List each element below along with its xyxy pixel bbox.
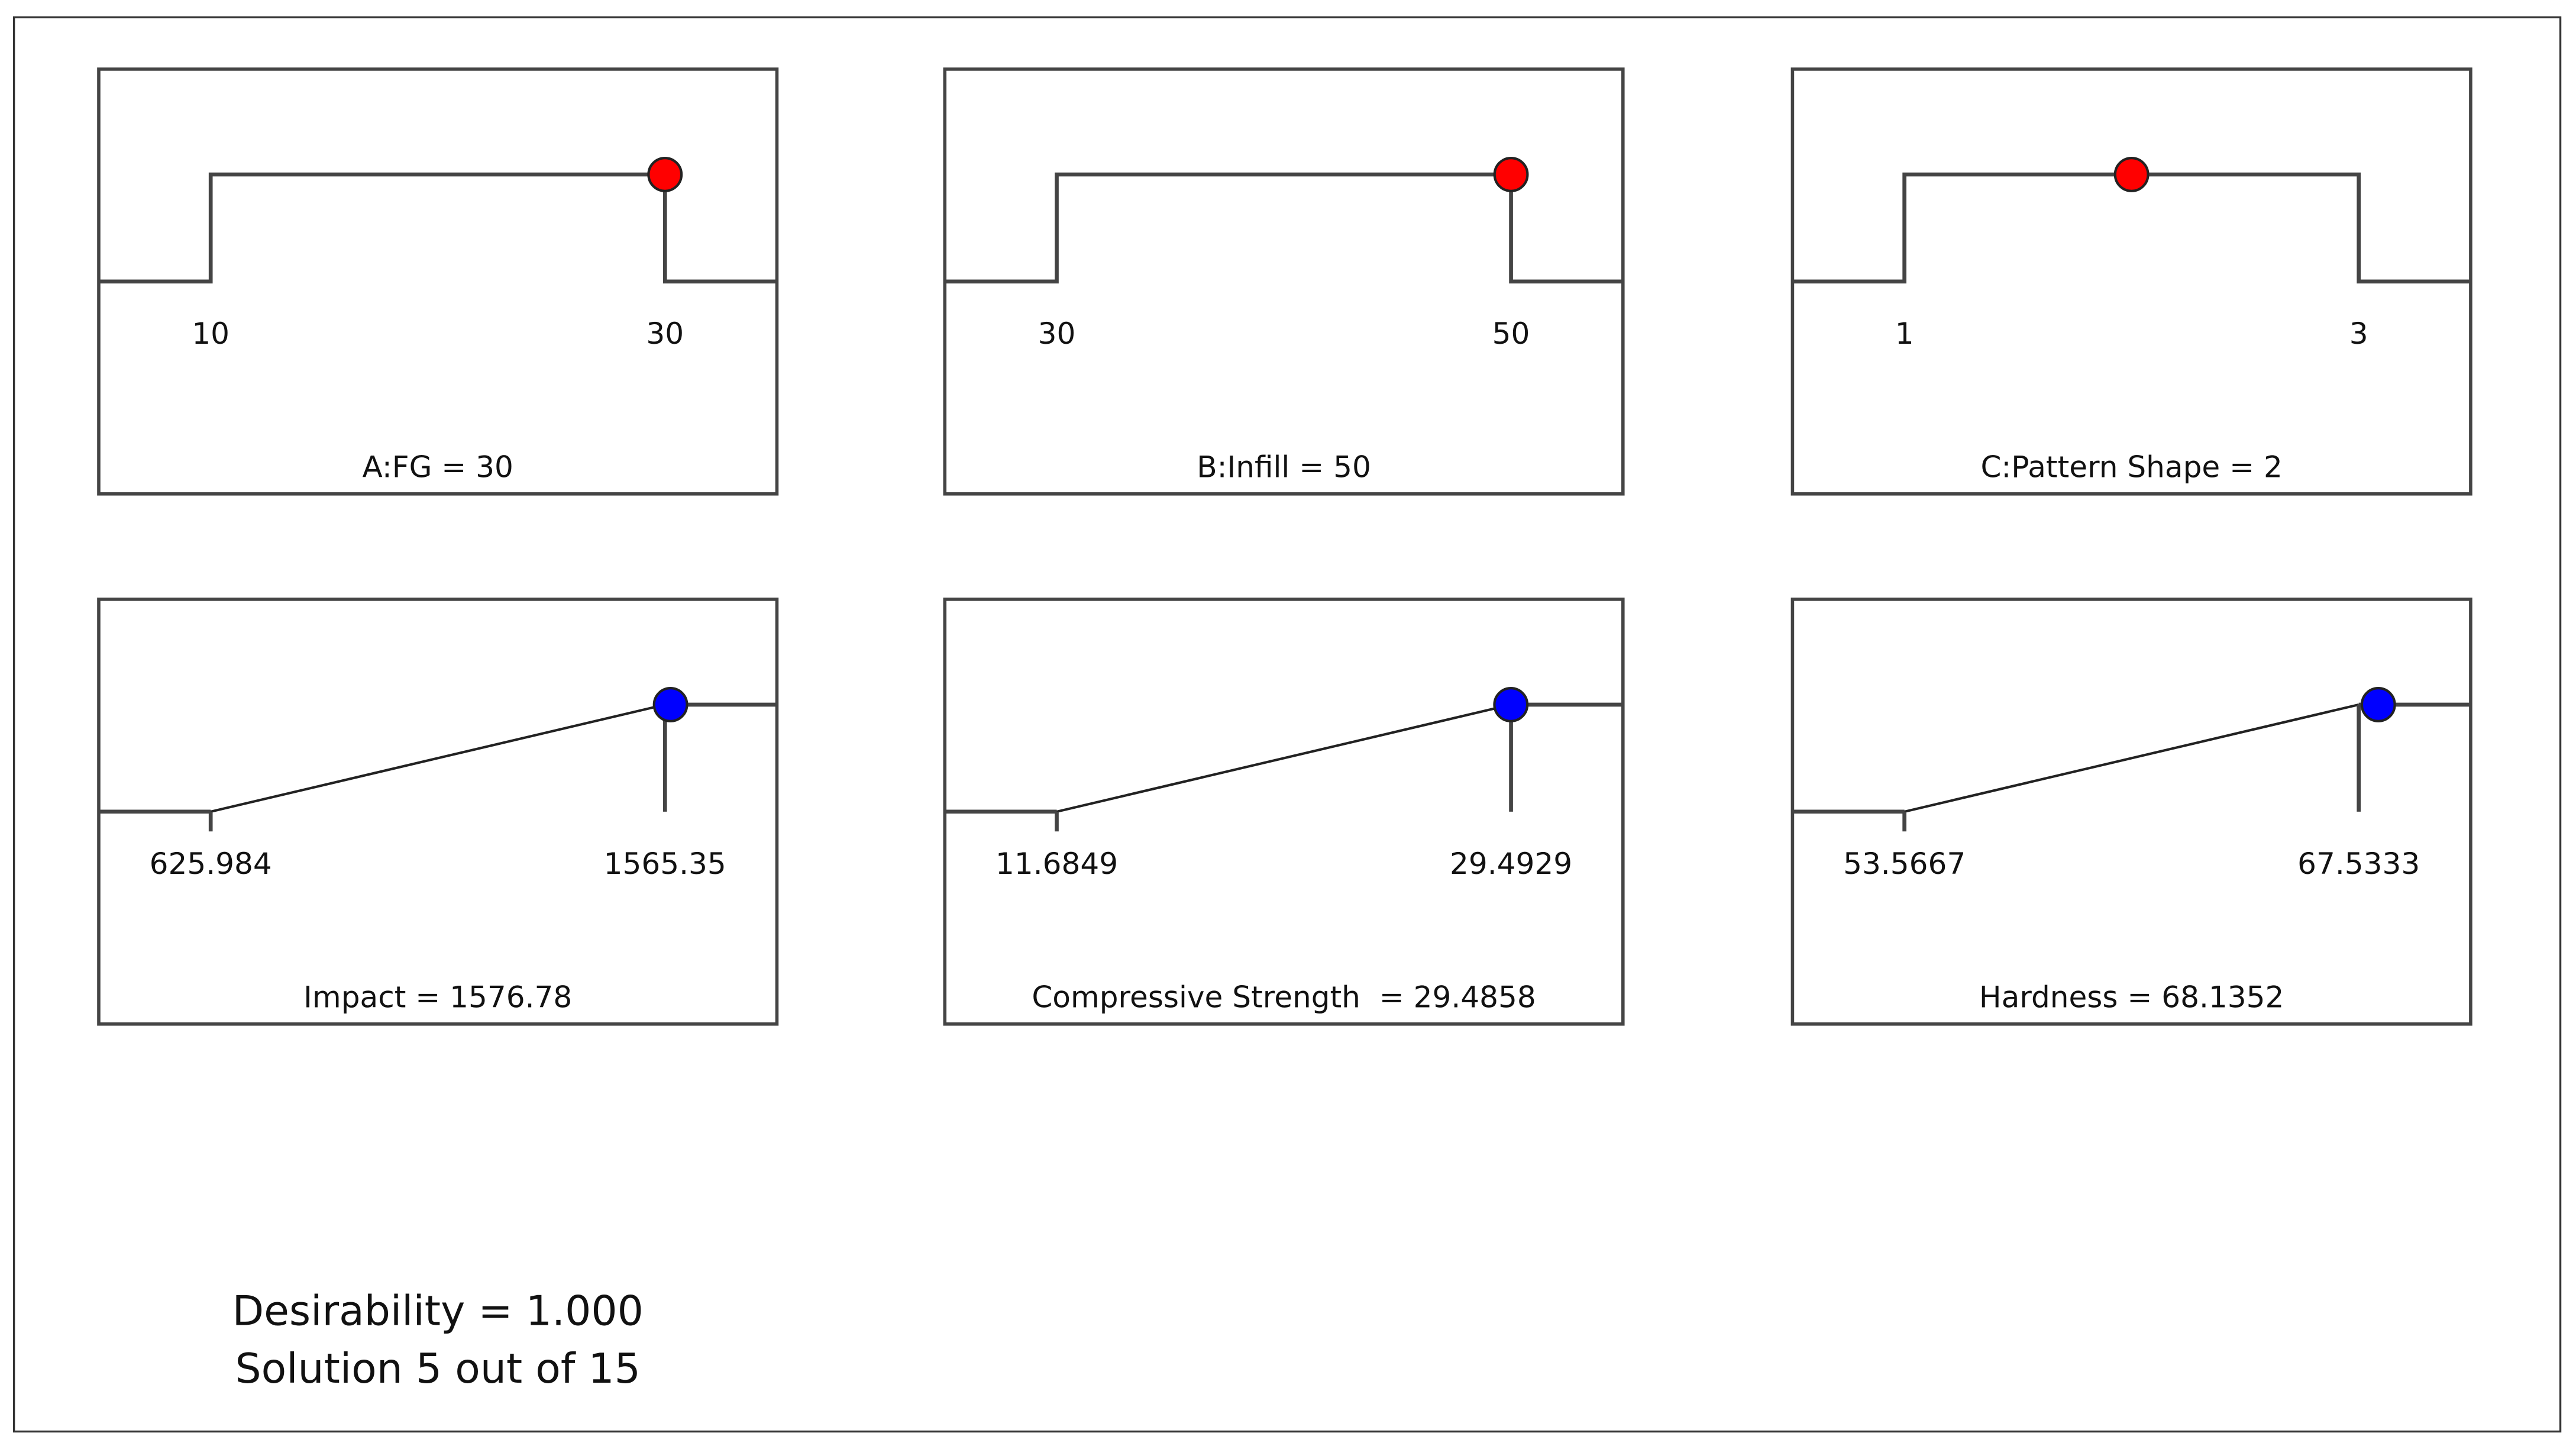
ramp: [1055, 702, 1623, 832]
setting-dot: [2113, 157, 2150, 192]
low-label: 625.984: [150, 847, 272, 881]
high-label: 50: [1492, 317, 1530, 351]
high-label: 30: [646, 317, 684, 351]
ramp-slope: [210, 703, 665, 813]
ramp-slope: [1904, 703, 2360, 813]
low-label: 11.6849: [996, 847, 1118, 881]
outer-frame: [12, 16, 2562, 1433]
panel-title: C:Pattern Shape = 2: [1980, 450, 2282, 485]
high-label: 67.5333: [2297, 847, 2420, 881]
high-label: 1565.35: [604, 847, 726, 881]
low-label: 10: [192, 317, 230, 351]
desirability-text: Desirability = 1.000: [232, 1287, 644, 1335]
setting-dot: [2360, 687, 2396, 722]
panel-title: Compressive Strength = 29.4858: [1032, 980, 1536, 1015]
setting-dot: [1493, 157, 1529, 192]
high-label: 29.4929: [1450, 847, 1572, 881]
panel-title: A:FG = 30: [363, 450, 513, 485]
solution-text: Solution 5 out of 15: [235, 1345, 640, 1393]
ramp: [945, 172, 1623, 284]
low-label: 1: [1895, 317, 1914, 351]
panel-title: Hardness = 68.1352: [1979, 980, 2284, 1015]
high-label: 3: [2349, 317, 2368, 351]
setting-dot: [652, 687, 689, 722]
low-label: 30: [1038, 317, 1076, 351]
ramp: [98, 172, 777, 284]
low-label: 53.5667: [1843, 847, 1966, 881]
panel-title: Impact = 1576.78: [303, 980, 572, 1015]
setting-dot: [647, 157, 683, 192]
panel-title: B:Infill = 50: [1197, 450, 1371, 485]
setting-dot: [1493, 687, 1529, 722]
ramp-slope: [1056, 703, 1512, 813]
